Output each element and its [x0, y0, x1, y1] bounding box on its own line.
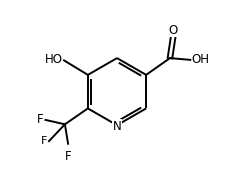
Text: OH: OH: [191, 53, 209, 66]
Text: F: F: [65, 150, 71, 163]
Text: F: F: [37, 113, 44, 126]
Text: N: N: [113, 120, 121, 133]
Text: F: F: [41, 136, 47, 146]
Text: O: O: [168, 24, 178, 37]
Text: HO: HO: [45, 53, 63, 66]
